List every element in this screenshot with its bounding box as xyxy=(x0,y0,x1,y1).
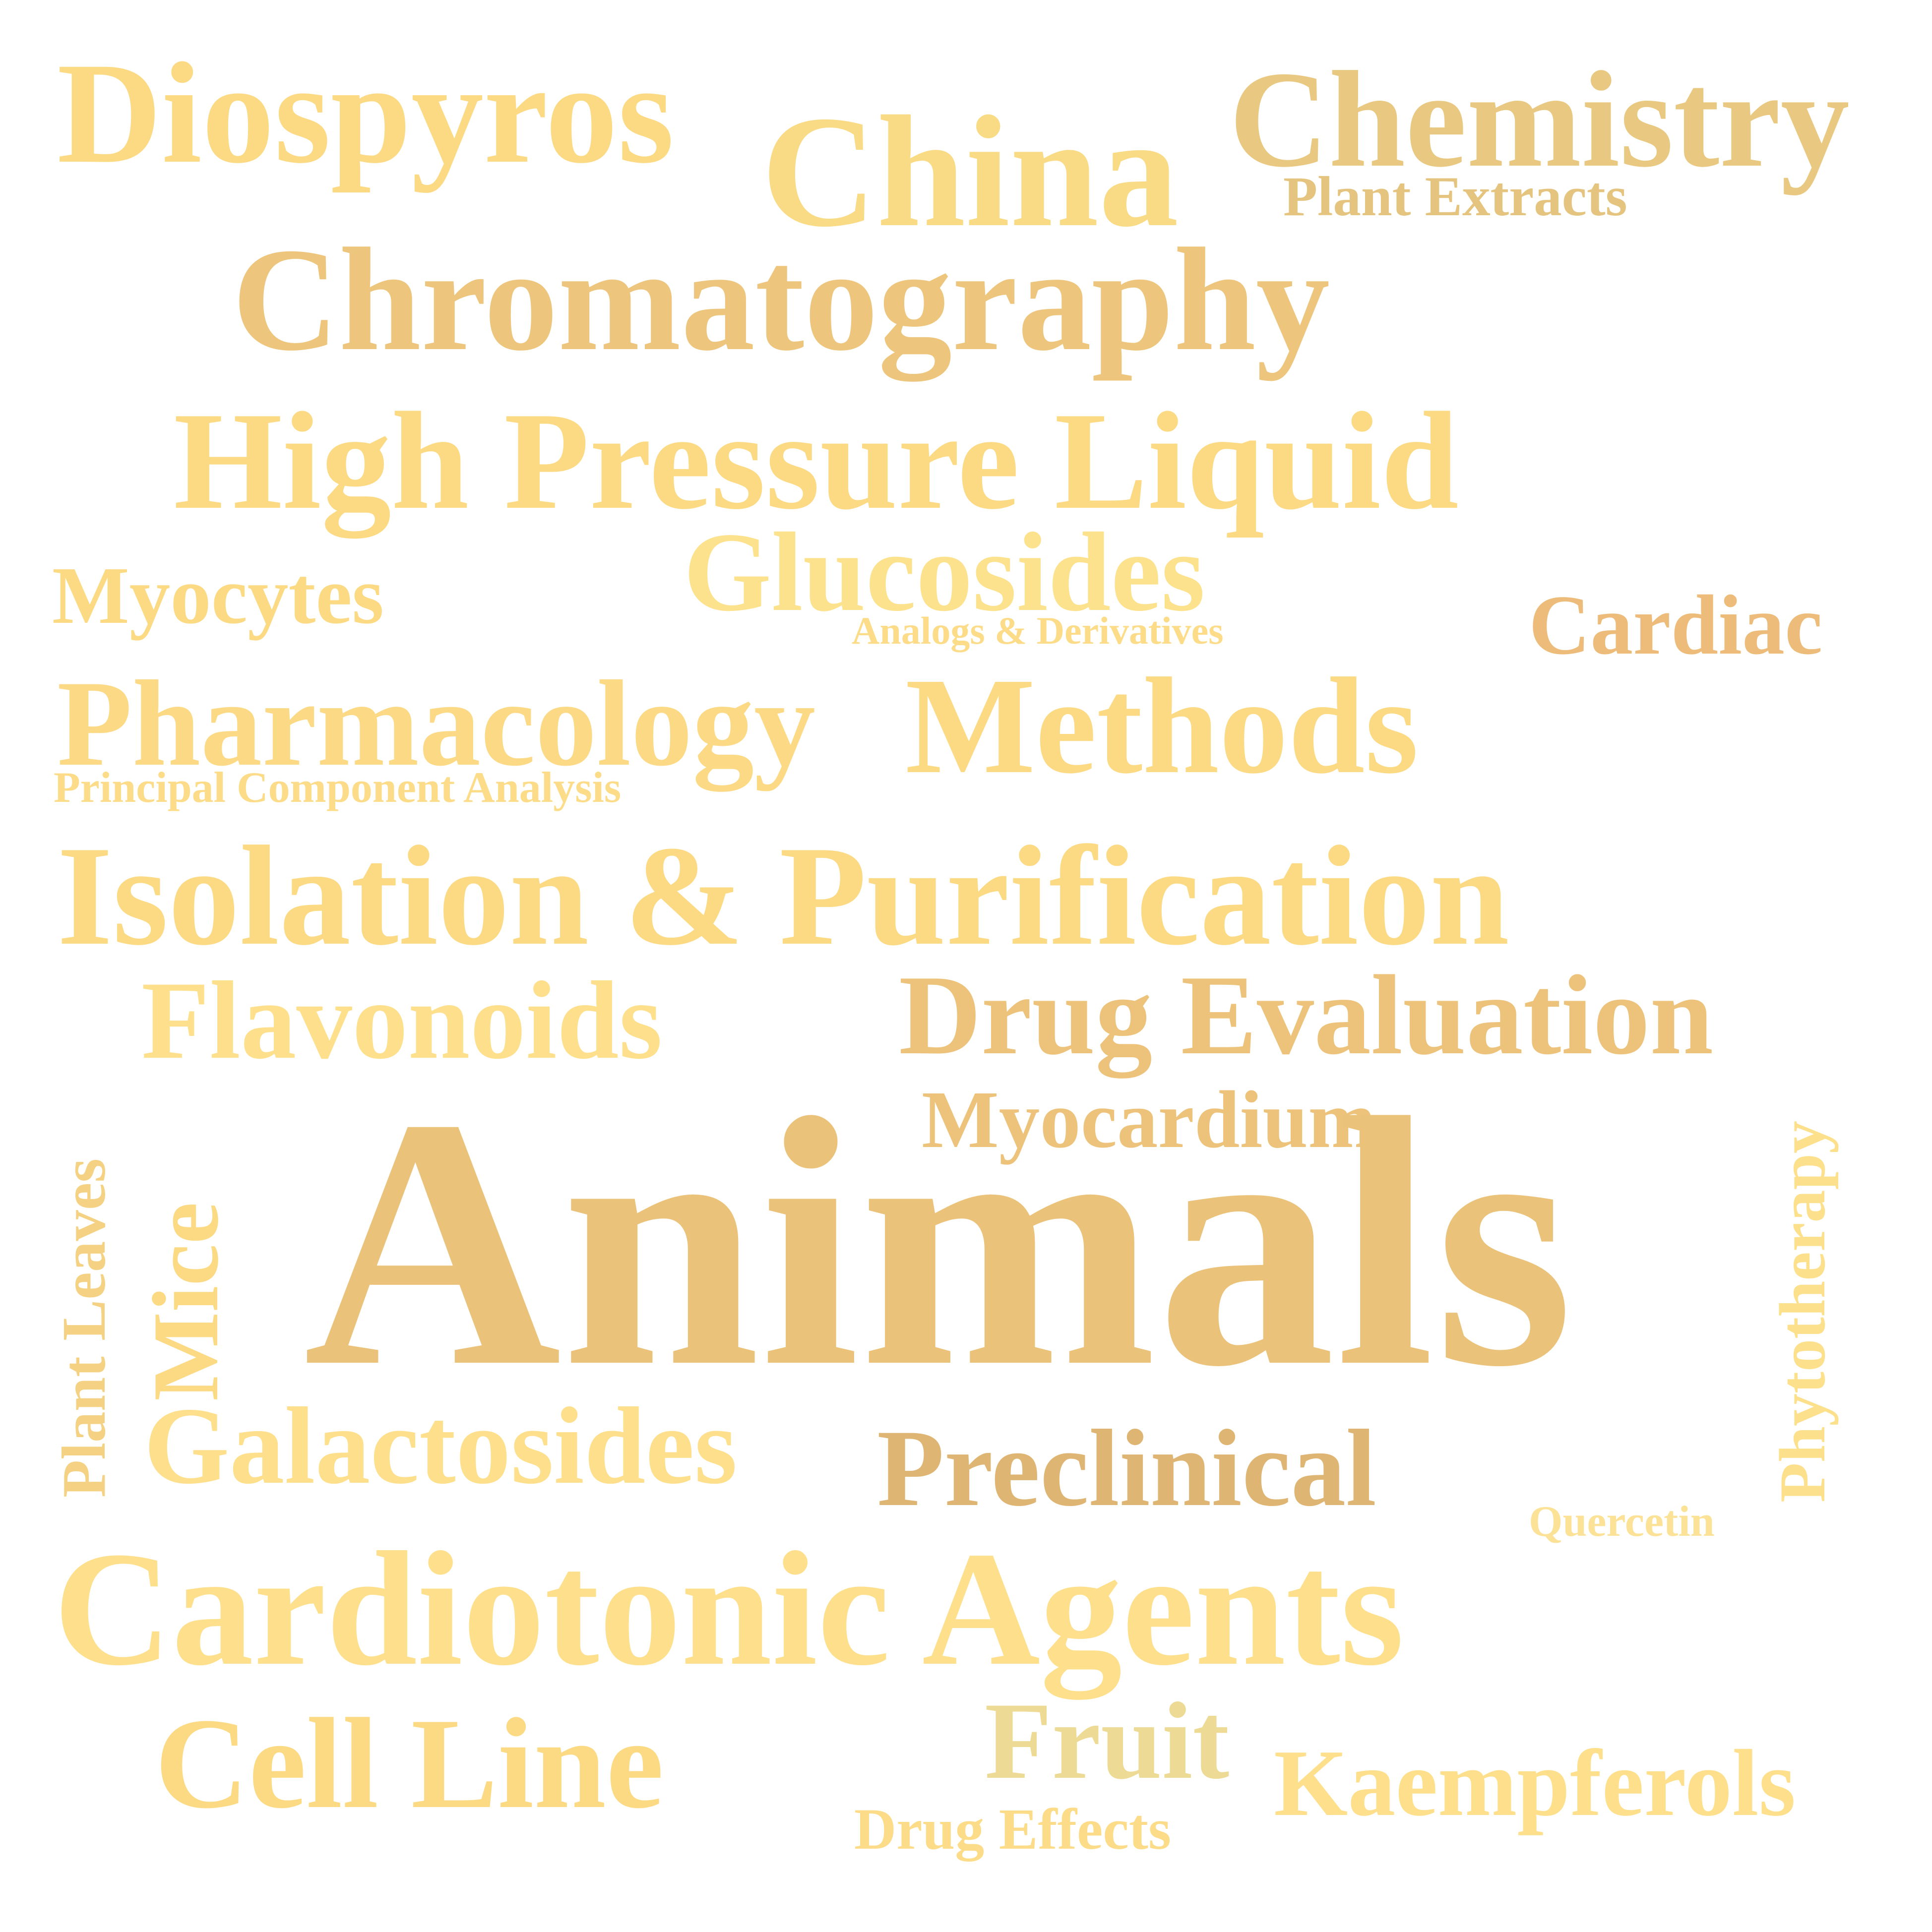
word-principal-component-analysis: Principal Component Analysis xyxy=(54,764,622,812)
word-isolation-purification: Isolation & Purification xyxy=(57,817,1509,975)
word-kaempferols: Kaempferols xyxy=(1274,1730,1796,1836)
word-chromatography: Chromatography xyxy=(232,218,1330,381)
word-cardiac: Cardiac xyxy=(1529,578,1823,672)
word-pharmacology: Pharmacology xyxy=(57,655,816,791)
word-plant-extracts: Plant Extracts xyxy=(1283,166,1627,228)
word-glucosides: Glucosides xyxy=(684,510,1205,635)
word-analogs-derivatives: Analogs & Derivatives xyxy=(852,609,1224,652)
word-diospyros: Diospyros xyxy=(57,33,674,193)
word-chemistry: Chemistry xyxy=(1229,43,1850,196)
word-china: China xyxy=(761,83,1179,260)
word-preclinical: Preclinical xyxy=(877,1407,1376,1529)
word-cardiotonic-agents: Cardiotonic Agents xyxy=(54,1518,1404,1699)
word-cell-line: Cell Line xyxy=(155,1691,664,1835)
word-fruit: Fruit xyxy=(985,1680,1230,1802)
word-quercetin: Quercetin xyxy=(1529,1498,1715,1546)
word-high-pressure-liquid: High Pressure Liquid xyxy=(174,383,1459,538)
word-drug-effects: Drug Effects xyxy=(854,1797,1171,1862)
word-plant-leaves: Plant Leaves xyxy=(50,1158,119,1498)
word-flavonoids: Flavonoids xyxy=(141,958,663,1082)
word-mice: Mice xyxy=(134,1202,238,1401)
word-myocytes: Myocytes xyxy=(52,550,384,641)
word-myocardium: Myocardium xyxy=(922,1074,1376,1165)
word-galactosides: Galactosides xyxy=(144,1385,738,1507)
word-animals: Animals xyxy=(304,1044,1574,1440)
word-drug-evaluation: Drug Evaluation xyxy=(899,952,1714,1078)
word-methods: Methods xyxy=(905,650,1419,802)
word-phytotherapy: Phytotherapy xyxy=(1766,1121,1839,1503)
